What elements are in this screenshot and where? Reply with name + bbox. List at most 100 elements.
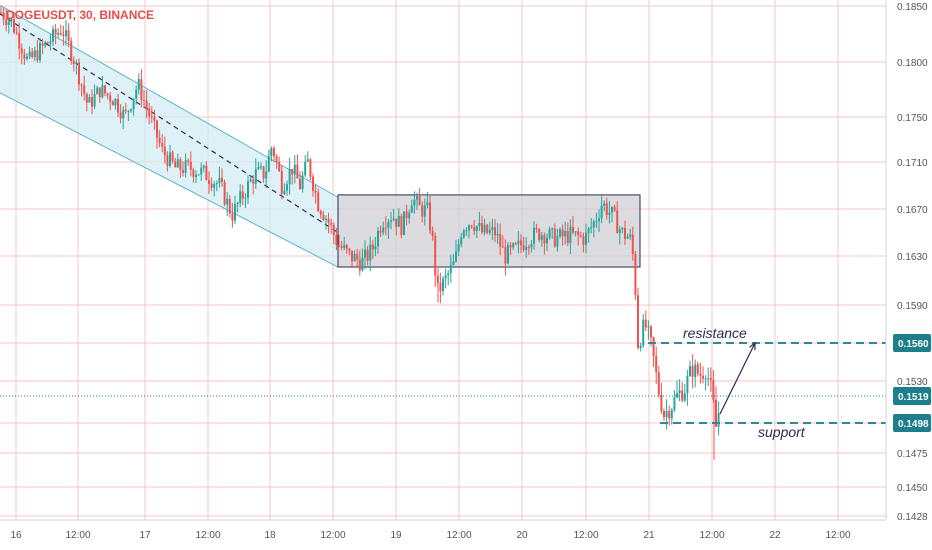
candle-body <box>83 85 86 94</box>
resistance-price-tag-label: 0.1560 <box>898 339 929 350</box>
candle-body <box>91 97 93 107</box>
candle-body <box>306 159 309 162</box>
candle-body <box>288 168 291 185</box>
candle-body <box>65 30 67 37</box>
candle-body <box>270 148 273 156</box>
candle-body <box>169 152 171 166</box>
candle-body <box>512 243 515 248</box>
candle-body <box>520 240 522 246</box>
candle-body <box>18 33 21 49</box>
candle-body <box>278 162 281 171</box>
candle-body <box>223 182 226 205</box>
candle-body <box>535 227 538 230</box>
candle-body <box>530 243 533 248</box>
candle-body <box>702 375 704 379</box>
candle-body <box>184 160 187 173</box>
candle-body <box>514 243 517 245</box>
candle-body <box>429 202 431 231</box>
candle-body <box>423 205 426 217</box>
candle-body <box>171 152 174 162</box>
time-axis[interactable]: 16 12:00 17 12:00 18 12:00 19 12:00 20 12:00 21 12:… <box>10 530 851 541</box>
candle-body <box>699 373 702 376</box>
candle-body <box>712 379 715 400</box>
candle-body <box>59 33 62 35</box>
candle-body <box>579 235 582 237</box>
candle-body <box>405 211 408 219</box>
candle-body <box>273 148 275 157</box>
candle-body <box>265 171 268 179</box>
candle-body <box>20 48 23 54</box>
candle-body <box>681 390 684 401</box>
candle-body <box>210 183 213 188</box>
candle-body <box>23 53 26 59</box>
candle-body <box>252 179 255 184</box>
time-tick-label: 18 <box>264 530 276 541</box>
descending-channel <box>0 4 339 268</box>
candle-body <box>517 240 520 244</box>
candle-body <box>707 378 710 380</box>
candle-body <box>192 169 195 177</box>
candle-body <box>637 295 639 348</box>
candle-body <box>426 202 429 206</box>
candle-body <box>215 183 218 185</box>
candle-body <box>652 337 655 356</box>
time-tick-label: 12:00 <box>699 530 724 541</box>
candle-body <box>410 205 413 213</box>
candle-body <box>478 223 481 227</box>
candle-body <box>494 227 496 236</box>
candle-body <box>301 175 304 190</box>
candle-body <box>249 179 252 182</box>
candle-body <box>319 211 322 215</box>
candle-body <box>600 205 603 219</box>
candle-body <box>0 12 2 14</box>
candle-body <box>104 85 106 94</box>
candle-body <box>572 226 574 233</box>
candle-body <box>78 62 80 85</box>
candle-body <box>624 228 626 239</box>
candle-body <box>657 372 660 395</box>
time-tick-label: 12:00 <box>195 530 220 541</box>
candle-body <box>93 94 96 107</box>
candle-body <box>314 190 317 193</box>
time-tick-label: 12:00 <box>825 530 850 541</box>
candle-body <box>501 246 504 248</box>
candle-body <box>244 197 247 199</box>
candle-body <box>15 32 18 34</box>
candle-body <box>670 409 673 419</box>
candle-body <box>231 213 234 221</box>
time-tick-label: 22 <box>769 530 781 541</box>
candle-body <box>262 166 265 179</box>
channel-fill <box>0 5 338 268</box>
candle-body <box>509 245 512 248</box>
price-tick-label: 0.1630 <box>897 252 928 263</box>
candle-body <box>364 249 366 258</box>
candle-body <box>291 168 294 175</box>
candle-body <box>96 87 99 95</box>
candle-body <box>260 166 262 168</box>
candle-body <box>150 116 153 118</box>
candle-body <box>296 164 299 179</box>
candle-body <box>208 180 210 184</box>
candle-body <box>325 218 327 220</box>
price-tick-label: 0.1750 <box>897 113 928 124</box>
candle-body <box>507 245 509 264</box>
candlestick-series <box>0 6 720 460</box>
candle-body <box>548 229 551 238</box>
candle-body <box>665 410 668 417</box>
candle-body <box>179 159 182 170</box>
candle-body <box>304 161 307 176</box>
candle-body <box>525 246 528 250</box>
candle-body <box>283 190 286 195</box>
candle-body <box>361 257 364 271</box>
candle-body <box>551 228 554 230</box>
price-axis[interactable]: 0.1850 0.1800 0.1750 0.1710 0.1670 0.1630 0.15… <box>893 2 931 523</box>
price-tick-label: 0.1530 <box>897 377 928 388</box>
candle-body <box>353 254 356 262</box>
candle-body <box>668 410 671 419</box>
candle-body <box>444 275 447 279</box>
projection-arrow-head <box>749 341 756 351</box>
candle-body <box>400 215 403 235</box>
candle-body <box>403 211 405 235</box>
candle-body <box>109 95 112 102</box>
